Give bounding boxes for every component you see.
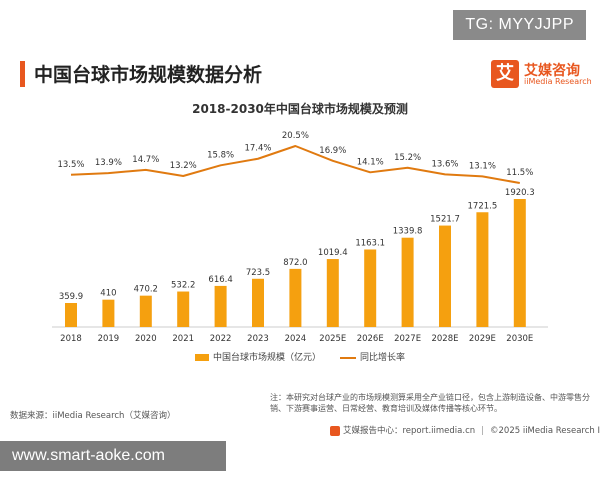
growth-rate-label-2028E: 13.6% <box>431 159 458 169</box>
bar-2021 <box>177 291 190 327</box>
growth-rate-label-2029E: 13.1% <box>469 161 496 171</box>
growth-rate-label-2023: 17.4% <box>244 144 271 154</box>
bar-2022 <box>214 285 227 327</box>
x-tick-label-2020: 2020 <box>135 334 157 344</box>
title-accent-bar <box>20 61 25 87</box>
bar-value-label-2024: 872.0 <box>283 258 307 268</box>
bar-value-label-2021: 532.2 <box>171 281 195 291</box>
bar-2020 <box>139 295 152 327</box>
bar-2027E <box>401 237 414 327</box>
x-tick-label-2021: 2021 <box>172 334 194 344</box>
bar-2019 <box>102 299 115 327</box>
growth-rate-label-2024: 20.5% <box>282 131 309 141</box>
tg-badge: TG: MYYJJPP <box>453 10 586 40</box>
page-title: 中国台球市场规模数据分析 <box>34 64 263 86</box>
bar-value-label-2023: 723.5 <box>246 268 270 278</box>
chart-title: 2018-2030年中国台球市场规模及预测 <box>192 102 408 116</box>
x-tick-label-2026E: 2026E <box>357 334 384 344</box>
x-tick-label-2019: 2019 <box>98 334 120 344</box>
growth-rate-label-2018: 13.5% <box>57 160 84 170</box>
growth-rate-label-2019: 13.9% <box>95 158 122 168</box>
growth-rate-label-2020: 14.7% <box>132 155 159 165</box>
x-tick-label-2025E: 2025E <box>319 334 346 344</box>
logo-name-en: iiMedia Research <box>524 77 592 86</box>
footer-copyright: ©2025 iiMedia Research Inc <box>490 426 600 436</box>
footer-report-center: 艾媒报告中心：report.iimedia.cn <box>343 426 476 436</box>
chart-legend: 中国台球市场规模（亿元） 同比增长率 <box>0 350 600 363</box>
x-tick-label-2030E: 2030E <box>506 334 533 344</box>
bar-2026E <box>364 249 377 327</box>
logo-mark-icon: 艾 <box>491 60 519 88</box>
bar-value-label-2029E: 1721.5 <box>468 201 498 211</box>
bar-value-label-2027E: 1339.8 <box>393 227 423 237</box>
bar-value-label-2018: 359.9 <box>59 292 83 302</box>
legend-line-swatch <box>339 356 356 359</box>
growth-rate-label-2025E: 16.9% <box>319 146 346 156</box>
bar-value-label-2028E: 1521.7 <box>430 215 460 225</box>
x-tick-label-2027E: 2027E <box>394 334 421 344</box>
bar-value-label-2022: 616.4 <box>208 275 232 285</box>
bar-value-label-2025E: 1019.4 <box>318 248 348 258</box>
brand-logo: 艾 艾媒咨询 iiMedia Research <box>491 60 592 90</box>
growth-rate-label-2030E: 11.5% <box>506 168 533 178</box>
bar-value-label-2026E: 1163.1 <box>355 238 385 248</box>
footer: 艾媒报告中心：report.iimedia.cn | ©2025 iiMedia R… <box>330 424 600 436</box>
x-tick-label-2023: 2023 <box>247 334 269 344</box>
bar-2029E <box>476 212 489 327</box>
x-tick-label-2029E: 2029E <box>469 334 496 344</box>
bar-2018 <box>65 303 77 327</box>
bar-2023 <box>252 278 264 327</box>
bar-value-label-2019: 410 <box>100 289 116 299</box>
legend-item-bar: 中国台球市场规模（亿元） <box>195 350 321 363</box>
growth-rate-label-2027E: 15.2% <box>394 153 421 163</box>
bar-2025E <box>326 259 339 327</box>
x-tick-label-2028E: 2028E <box>431 334 458 344</box>
x-tick-label-2018: 2018 <box>60 334 82 344</box>
bar-2028E <box>439 225 451 327</box>
legend-bar-label: 中国台球市场规模（亿元） <box>213 353 322 363</box>
growth-rate-line <box>70 145 520 184</box>
growth-rate-label-2022: 15.8% <box>207 150 234 160</box>
watermark: www.smart-aoke.com <box>0 441 226 471</box>
growth-rate-label-2021: 13.2% <box>170 161 197 171</box>
data-source: 数据来源：iiMedia Research（艾媒咨询） <box>10 411 176 421</box>
bar-value-label-2030E: 1920.3 <box>505 188 535 198</box>
x-tick-label-2022: 2022 <box>210 334 232 344</box>
x-tick-label-2024: 2024 <box>285 334 307 344</box>
bar-2030E <box>513 199 526 327</box>
bar-value-label-2020: 470.2 <box>134 285 158 295</box>
legend-bar-swatch <box>195 354 210 361</box>
bar-2024 <box>289 268 302 327</box>
methodology-note: 注：本研究对台球产业的市场规模测算采用全产业链口径，包含上游制造设备、中游零售分… <box>270 393 590 413</box>
footer-separator: | <box>481 426 484 436</box>
growth-rate-label-2026E: 14.1% <box>357 157 384 167</box>
footer-logo-icon <box>330 425 340 436</box>
legend-line-label: 同比增长率 <box>359 353 405 363</box>
logo-name-cn: 艾媒咨询 <box>524 63 580 79</box>
legend-item-line: 同比增长率 <box>339 350 405 363</box>
